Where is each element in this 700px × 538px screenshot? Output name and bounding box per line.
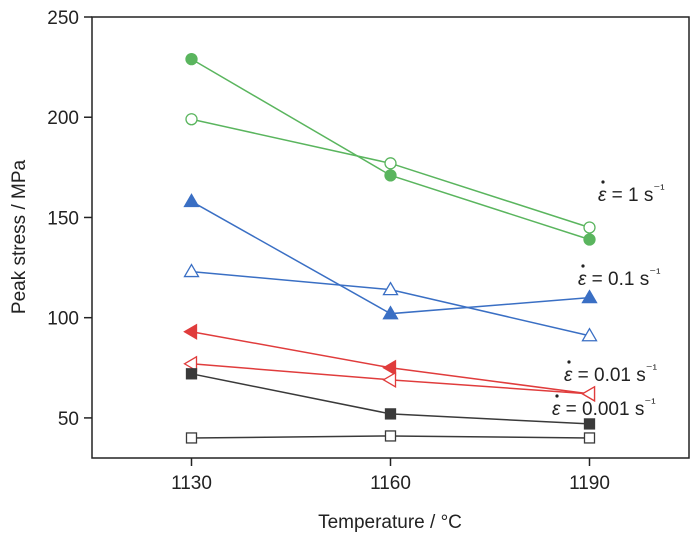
series-line (191, 270, 590, 337)
data-point (583, 432, 596, 444)
data-point (382, 281, 399, 296)
label-text: = 0.001 s (560, 399, 644, 420)
data-point (382, 359, 397, 376)
data-point (382, 371, 397, 388)
epsilon-symbol: ε (564, 365, 573, 386)
rate-dot (555, 394, 559, 398)
strain-rate-label: ε = 0.1 s⁻¹ (578, 265, 661, 290)
data-point (185, 368, 198, 380)
label-exponent: ⁻¹ (653, 181, 665, 196)
data-point (185, 113, 198, 126)
data-point (583, 233, 596, 246)
data-point (183, 323, 198, 340)
data-point (581, 289, 598, 304)
label-text: = 1 s (606, 185, 653, 206)
series-layer (183, 52, 598, 444)
x-tick-label: 1160 (370, 473, 411, 494)
data-point (382, 305, 399, 320)
axis-ticks: 1130 1160 1190 50 100 150 200 250 (47, 8, 610, 494)
series-line (191, 58, 590, 241)
rate-dot (581, 264, 585, 268)
data-point (183, 193, 200, 208)
x-axis-title: Temperature / °C (318, 512, 462, 533)
y-tick-label: 250 (47, 8, 79, 29)
series-line (191, 200, 590, 315)
rate-dot (601, 180, 605, 184)
y-tick-label: 200 (47, 108, 79, 129)
strain-rate-label: ε = 0.001 s⁻¹ (552, 395, 656, 420)
label-text: = 0.01 s (572, 365, 645, 386)
x-tick-label: 1190 (569, 473, 610, 494)
data-point (384, 408, 397, 420)
strain-rate-label: ε = 0.01 s⁻¹ (564, 361, 658, 386)
data-point (583, 221, 596, 234)
data-point (581, 385, 596, 402)
data-point (185, 52, 198, 66)
y-axis-title: Peak stress / MPa (9, 159, 30, 314)
data-point (183, 263, 200, 278)
epsilon-symbol: ε (552, 399, 561, 420)
epsilon-symbol: ε (598, 185, 607, 206)
rate-dot (567, 360, 571, 364)
plot-frame (91, 16, 690, 459)
data-point (185, 432, 198, 444)
data-point (583, 418, 596, 430)
label-exponent: ⁻¹ (644, 395, 656, 410)
label-exponent: ⁻¹ (646, 361, 658, 376)
epsilon-symbol: ε (578, 269, 587, 290)
data-point (183, 355, 198, 372)
x-tick-label: 1130 (171, 473, 212, 494)
label-exponent: ⁻¹ (649, 265, 661, 280)
strain-rate-label: ε = 1 s⁻¹ (598, 181, 665, 206)
data-point (384, 169, 397, 182)
data-point (384, 157, 397, 170)
y-tick-label: 50 (58, 409, 79, 430)
data-point (581, 327, 598, 342)
y-tick-label: 150 (47, 208, 79, 229)
series-label-layer: ε = 1 s⁻¹ε = 0.1 s⁻¹ε = 0.01 s⁻¹ε = 0.00… (552, 180, 665, 420)
label-text: = 0.1 s (586, 269, 649, 290)
y-tick-label: 100 (47, 309, 79, 330)
data-point (384, 430, 397, 442)
